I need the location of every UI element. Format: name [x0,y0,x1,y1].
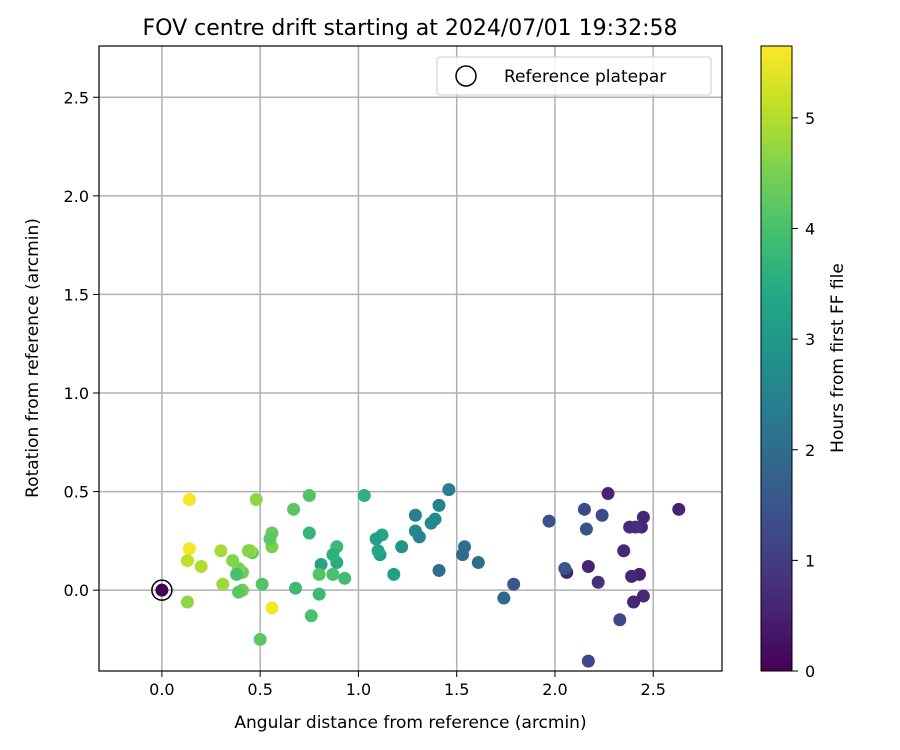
data-point [232,585,246,599]
data-point [395,540,409,554]
data-point [302,489,316,503]
y-tick-label: 2.5 [64,88,89,107]
data-point [581,654,595,668]
data-point [369,532,383,546]
data-point [338,571,352,585]
y-tick-label: 1.5 [64,285,89,304]
data-point [558,561,572,575]
colorbar-tick-label: 1 [805,551,815,570]
data-point [408,508,422,522]
data-point [182,542,196,556]
data-point [636,510,650,524]
data-point [579,522,593,536]
scatter-points [151,483,686,668]
data-point [302,526,316,540]
data-point [194,560,208,574]
plot-frame [98,45,723,672]
y-tick-label: 0.5 [64,483,89,502]
data-point [289,581,303,595]
colorbar-label: Hours from first FF file [828,263,848,453]
data-point [442,483,456,497]
x-tick-label: 1.5 [444,680,469,699]
data-point [312,567,326,581]
data-point [623,520,637,534]
colorbar-tick-label: 4 [805,220,815,239]
x-tick-label: 0.0 [149,680,174,699]
legend-label: Reference platepar [504,67,666,87]
data-point [216,577,230,591]
x-tick-label: 2.0 [542,680,567,699]
legend-marker-open-circle [455,65,477,87]
data-point [577,502,591,516]
colorbar-ticks: 0 1 2 3 4 5 [792,109,815,681]
data-point [371,544,385,558]
data-point [627,595,641,609]
colorbar-tick-label: 5 [805,109,815,128]
colorbar-gradient [760,45,793,672]
x-tick-label: 1.0 [346,680,371,699]
gridlines [99,46,722,671]
data-point [581,560,595,574]
x-tick-label: 2.5 [640,680,665,699]
data-point [180,595,194,609]
colorbar-tick-label: 3 [805,330,815,349]
data-point [636,589,650,603]
x-axis-label: Angular distance from reference (arcmin) [234,713,586,733]
data-point [255,577,269,591]
colorbar: 0 1 2 3 4 5 Hours from first FF file [760,45,848,681]
y-axis-label: Rotation from reference (arcmin) [23,218,43,498]
data-point [287,502,301,516]
data-point [304,609,318,623]
data-point [613,613,627,627]
data-point [471,556,485,570]
data-point [432,498,446,512]
colorbar-tick-label: 2 [805,441,815,460]
chart-title: FOV centre drift starting at 2024/07/01 … [143,16,678,41]
data-point [625,569,639,583]
y-axis: 0.0 0.5 1.0 1.5 2.0 2.5 [64,88,99,600]
data-point [265,601,279,615]
y-tick-label: 0.0 [64,581,89,600]
data-point [507,577,521,591]
data-point [249,492,263,506]
data-point [542,514,556,528]
data-point [424,516,438,530]
data-point [595,508,609,522]
data-point [497,591,511,605]
y-tick-label: 1.0 [64,384,89,403]
x-tick-label: 0.5 [247,680,272,699]
data-point [326,567,340,581]
data-point [432,563,446,577]
data-point [314,558,328,572]
data-point [456,548,470,562]
data-point [591,575,605,589]
reference-platepar-marker [151,579,173,601]
x-axis: 0.0 0.5 1.0 1.5 2.0 2.5 [149,671,666,699]
data-point [326,548,340,562]
data-point [180,554,194,568]
data-point [601,487,615,501]
colorbar-tick-label: 0 [805,662,815,681]
data-point [387,567,401,581]
data-point [182,492,196,506]
data-point [357,489,371,503]
data-point [226,554,240,568]
data-point [241,544,255,558]
legend: Reference platepar [436,56,712,96]
data-point [672,502,686,516]
legend-box [436,56,712,96]
data-point [408,524,422,538]
data-point [617,544,631,558]
data-point [312,587,326,601]
data-point [155,583,169,597]
data-point [230,567,244,581]
y-tick-label: 2.0 [64,187,89,206]
data-point [263,532,277,546]
data-point [253,632,267,646]
data-point [214,544,228,558]
